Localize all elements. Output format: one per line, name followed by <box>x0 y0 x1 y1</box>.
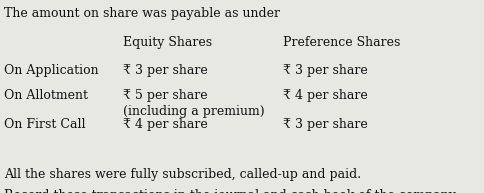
Text: On First Call: On First Call <box>4 118 85 131</box>
Text: (including a premium): (including a premium) <box>123 105 265 118</box>
Text: The amount on share was payable as under: The amount on share was payable as under <box>4 7 280 20</box>
Text: All the shares were fully subscribed, called-up and paid.: All the shares were fully subscribed, ca… <box>4 168 361 181</box>
Text: Record these transactions in the journal and cash book of the company.: Record these transactions in the journal… <box>4 189 458 193</box>
Text: On Allotment: On Allotment <box>4 89 88 102</box>
Text: ₹ 3 per share: ₹ 3 per share <box>123 64 208 77</box>
Text: Equity Shares: Equity Shares <box>123 36 212 49</box>
Text: ₹ 4 per share: ₹ 4 per share <box>123 118 208 131</box>
Text: ₹ 3 per share: ₹ 3 per share <box>283 64 368 77</box>
Text: ₹ 4 per share: ₹ 4 per share <box>283 89 368 102</box>
Text: On Application: On Application <box>4 64 99 77</box>
Text: ₹ 3 per share: ₹ 3 per share <box>283 118 368 131</box>
Text: Preference Shares: Preference Shares <box>283 36 401 49</box>
Text: ₹ 5 per share: ₹ 5 per share <box>123 89 208 102</box>
